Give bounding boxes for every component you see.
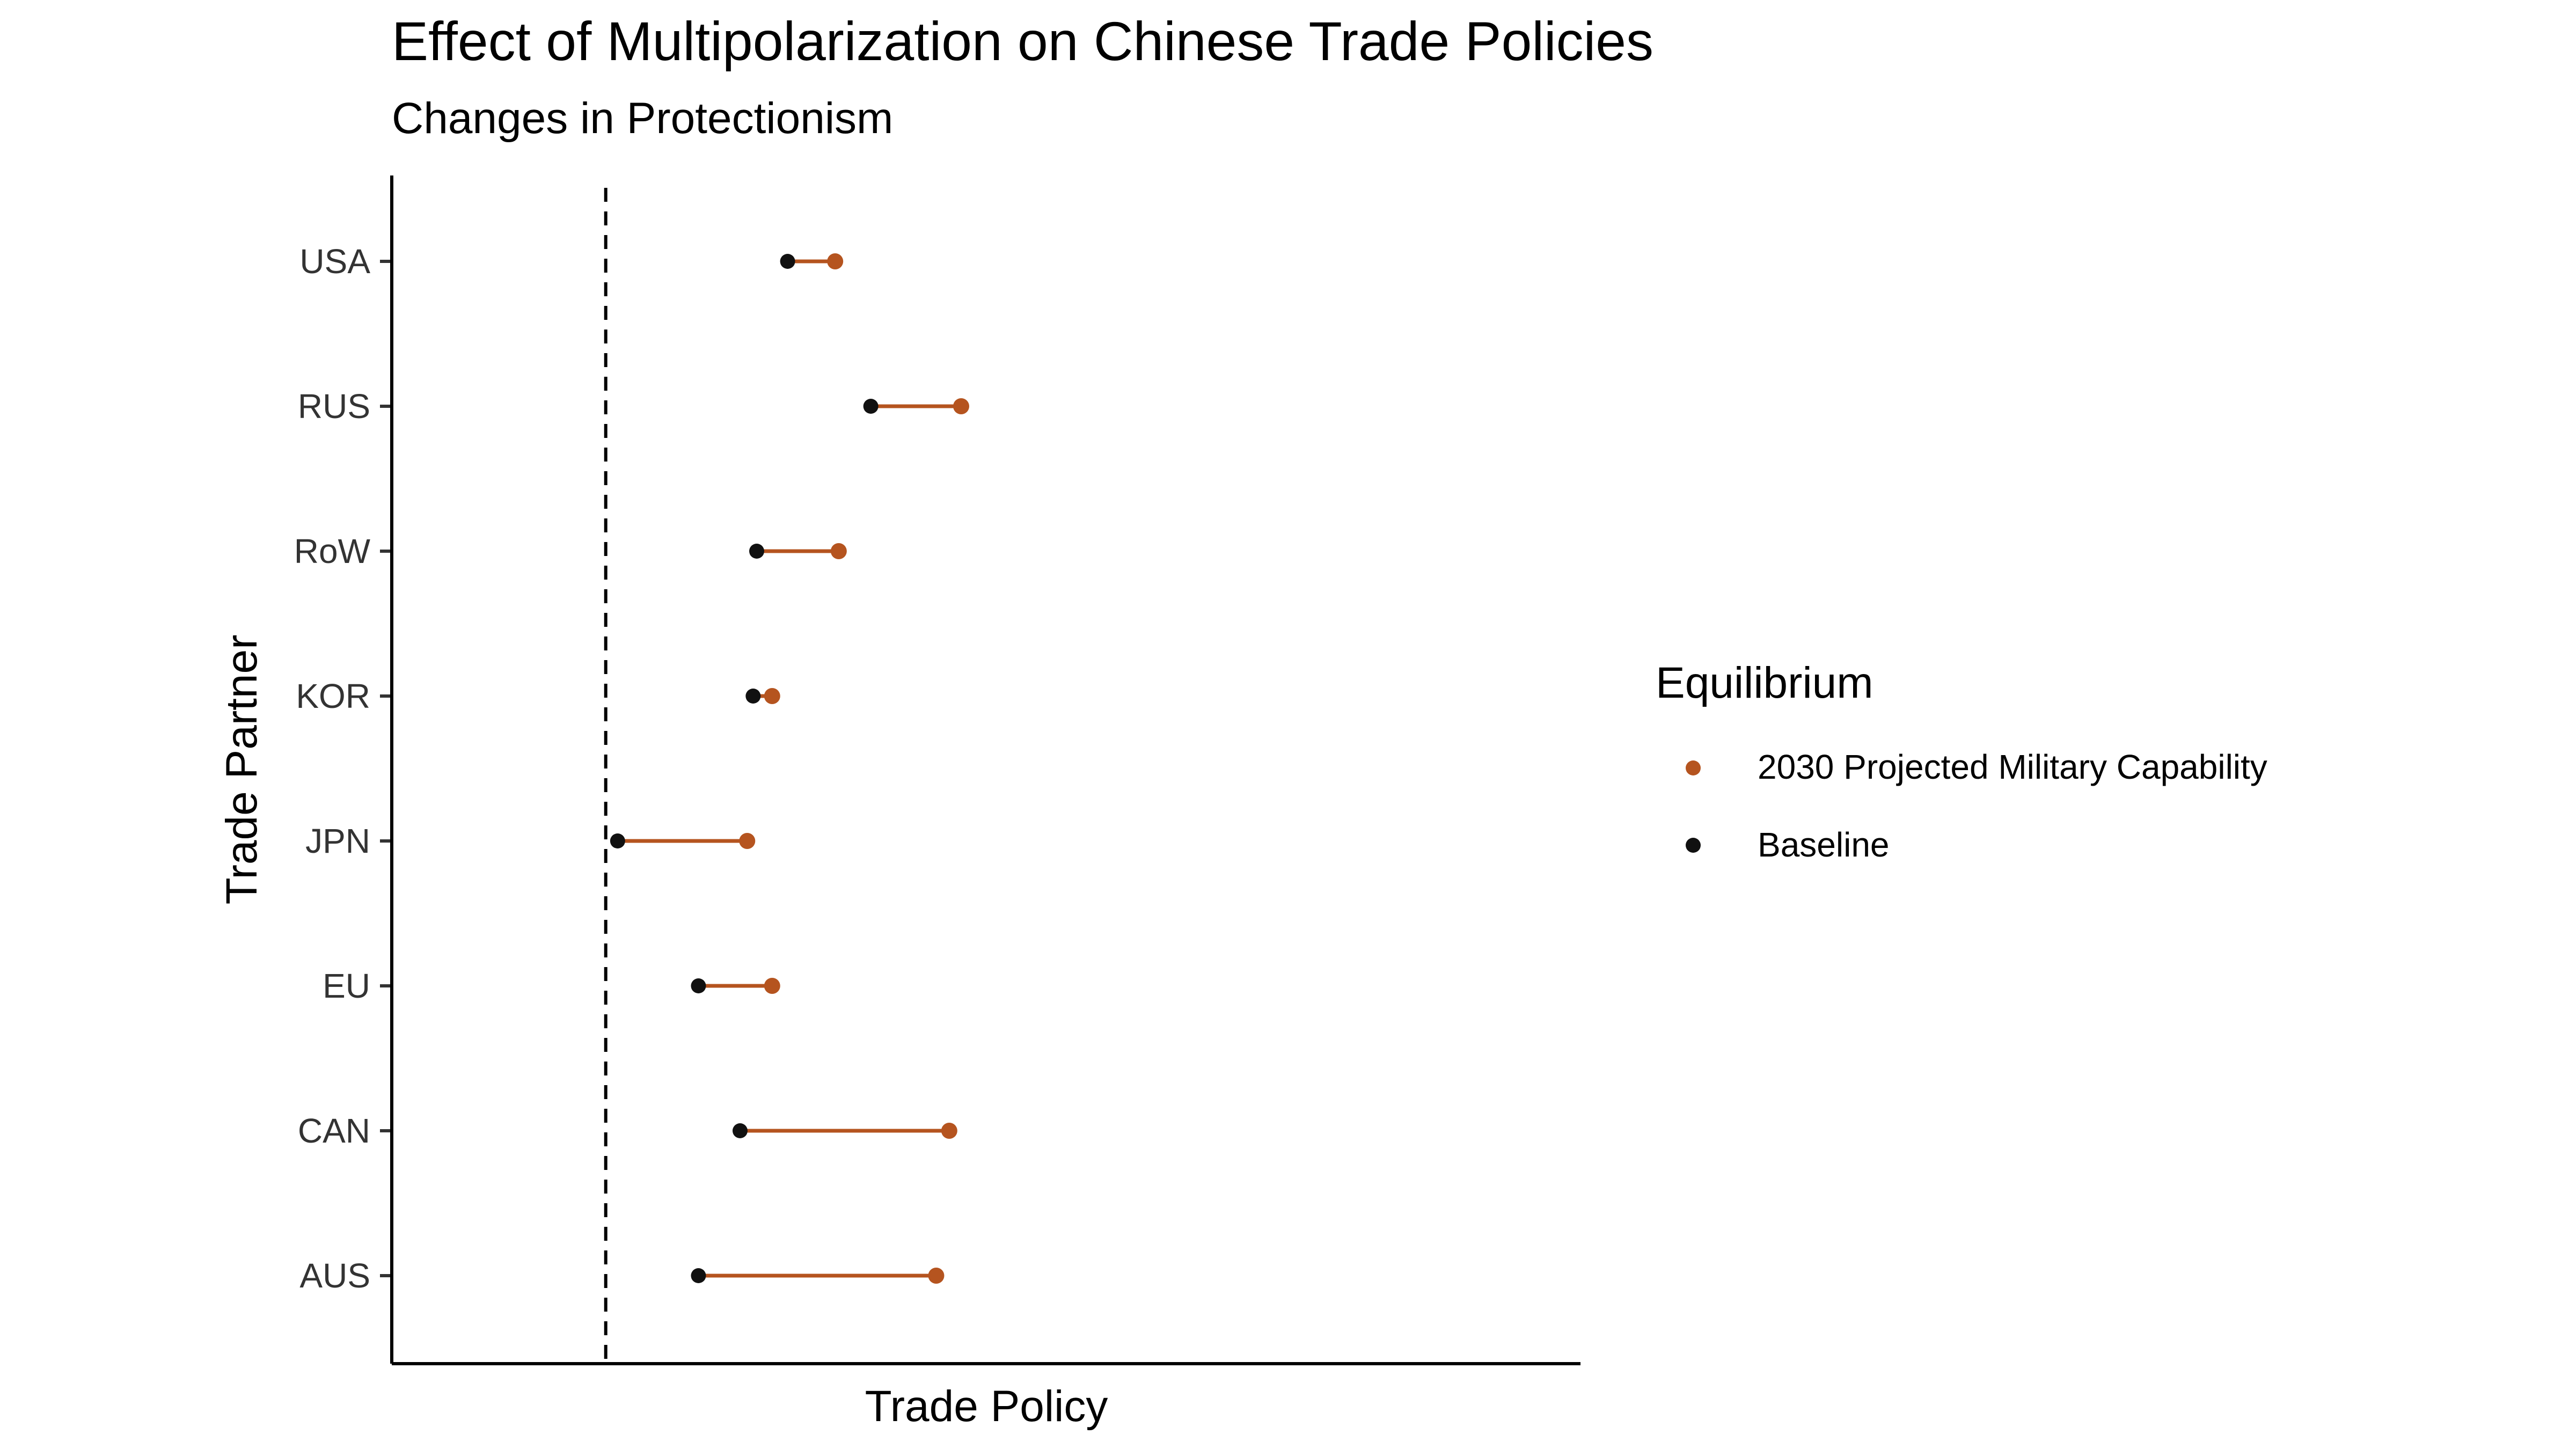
- legend-key-baseline: [1686, 838, 1701, 853]
- y-tick-label-jpn: JPN: [305, 822, 370, 860]
- point-baseline-can: [732, 1123, 748, 1138]
- point-projected-jpn: [739, 833, 756, 849]
- legend-key-projected: [1686, 760, 1701, 775]
- point-projected-kor: [764, 688, 780, 704]
- y-tick-label-rus: RUS: [298, 387, 370, 426]
- plot-area: USA RUS RoW KOR JPN EU CAN AUS: [294, 188, 969, 1364]
- chart-title: Effect of Multipolarization on Chinese T…: [392, 11, 1653, 72]
- point-projected-eu: [764, 978, 780, 994]
- chart-subtitle: Changes in Protectionism: [392, 94, 893, 143]
- point-baseline-row: [749, 544, 765, 559]
- y-tick-label-row: RoW: [294, 532, 371, 570]
- point-projected-aus: [928, 1268, 945, 1284]
- point-baseline-rus: [863, 399, 879, 414]
- y-tick-label-usa: USA: [299, 242, 370, 281]
- point-baseline-usa: [780, 254, 795, 269]
- legend-title: Equilibrium: [1656, 658, 1874, 707]
- y-tick-label-aus: AUS: [299, 1256, 370, 1295]
- y-tick-label-kor: KOR: [296, 677, 370, 715]
- point-projected-rus: [953, 398, 969, 414]
- point-baseline-jpn: [610, 833, 625, 848]
- point-baseline-kor: [745, 689, 761, 704]
- y-axis-title: Trade Partner: [217, 635, 266, 905]
- legend-label-baseline: Baseline: [1758, 825, 1890, 864]
- x-axis-title: Trade Policy: [865, 1382, 1108, 1431]
- point-projected-usa: [827, 253, 844, 269]
- y-tick-label-can: CAN: [298, 1111, 370, 1150]
- point-baseline-eu: [691, 978, 706, 993]
- point-baseline-aus: [691, 1268, 706, 1283]
- legend: Equilibrium 2030 Projected Military Capa…: [1656, 658, 2267, 864]
- point-projected-row: [830, 543, 847, 559]
- legend-label-projected: 2030 Projected Military Capability: [1758, 748, 2267, 786]
- point-projected-can: [941, 1123, 957, 1139]
- y-tick-label-eu: EU: [323, 967, 370, 1005]
